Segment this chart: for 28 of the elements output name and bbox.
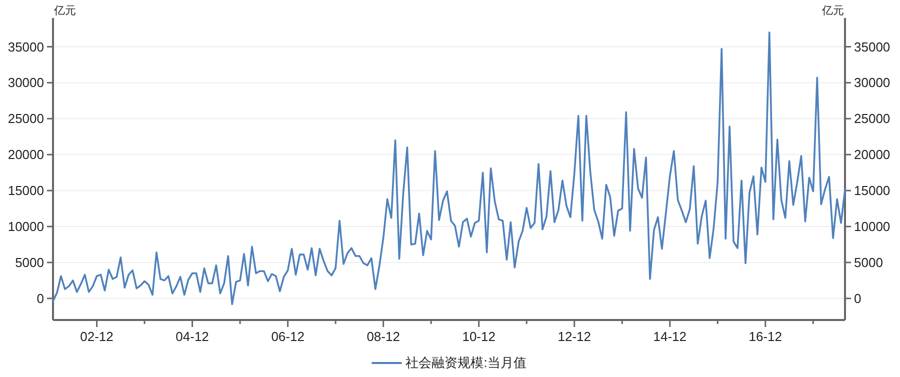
y-tick-label: 30000 — [8, 75, 44, 90]
y-tick-label: 20000 — [8, 147, 44, 162]
y-tick-label: 10000 — [8, 219, 44, 234]
y-tick-label: 35000 — [8, 39, 44, 54]
y2-tick-label: 5000 — [854, 254, 883, 270]
y-tick-label: 0 — [36, 290, 44, 306]
x-tick-label: 16-12 — [748, 329, 782, 344]
x-tick-label: 14-12 — [653, 329, 687, 344]
y2-axis-title: 亿元 — [821, 5, 844, 17]
y2-tick-label: 10000 — [854, 219, 890, 234]
x-tick-label: 12-12 — [558, 329, 591, 344]
line-series — [52, 31, 846, 306]
y-tick-label: 15000 — [8, 183, 44, 198]
y-tick-label: 25000 — [8, 111, 44, 126]
x-tick-label: 02-12 — [80, 329, 114, 344]
x-tick-label: 06-12 — [271, 329, 304, 344]
y2-tick-label: 0 — [854, 290, 862, 306]
y2-tick-label: 25000 — [854, 111, 890, 126]
y2-tick-label: 15000 — [854, 183, 890, 198]
y2-tick-label: 20000 — [854, 147, 890, 162]
y-tick-label: 5000 — [15, 254, 44, 270]
legend-label: 社会融资规模:当月值 — [406, 355, 526, 370]
y2-tick-label: 30000 — [854, 75, 890, 90]
x-tick-label: 04-12 — [176, 329, 209, 344]
x-tick-label: 10-12 — [462, 329, 496, 344]
y-axis-title: 亿元 — [53, 5, 76, 17]
y2-tick-label: 35000 — [854, 39, 890, 54]
x-tick-label: 08-12 — [366, 329, 400, 344]
